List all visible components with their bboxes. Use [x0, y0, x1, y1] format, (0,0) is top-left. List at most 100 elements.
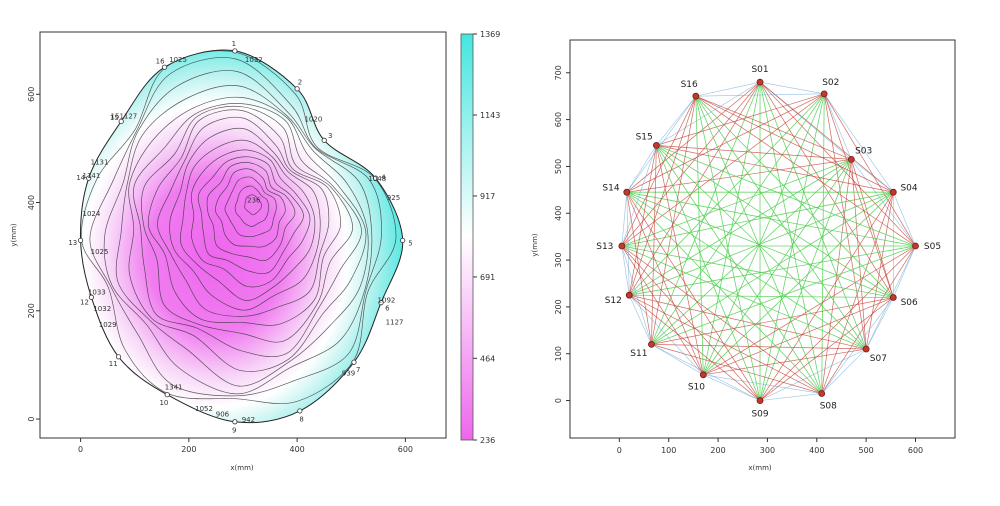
- heatmap-y-axis-label: y(mm): [10, 223, 18, 247]
- x-tick-label: 200: [710, 446, 725, 455]
- sensor-link: [621, 191, 894, 247]
- sensor-link: [759, 191, 894, 401]
- x-tick-label: 600: [908, 446, 923, 455]
- sensor-link: [892, 245, 916, 298]
- heatmap-x-axis-label: x(mm): [230, 464, 254, 472]
- sensor-link: [651, 344, 822, 394]
- sensor-node: [618, 242, 626, 250]
- contour-annotation: 906: [216, 410, 230, 418]
- sensor-point: [400, 237, 406, 244]
- x-tick-label: 0: [78, 445, 83, 454]
- sensor-node: [818, 390, 826, 397]
- sensor-link: [626, 191, 894, 298]
- sensor-node-label: S02: [822, 78, 839, 88]
- contour-annotation: 1029: [99, 321, 117, 329]
- sensor-node-label: S09: [751, 410, 768, 420]
- sensor-point: [294, 86, 300, 92]
- colorbar-ticks: 236 464 691 917 1143 1369: [473, 30, 500, 445]
- contour-line: [180, 139, 316, 301]
- sensor-point: [351, 359, 357, 365]
- sensor-link: [823, 93, 852, 160]
- y-tick-label: 400: [554, 206, 563, 221]
- sensor-node-label: S06: [901, 298, 918, 308]
- contour-line: [244, 194, 262, 216]
- contour-line: [190, 149, 311, 288]
- sensor-link: [626, 191, 823, 394]
- sensor-point: [161, 64, 168, 70]
- contour-line: [115, 85, 369, 387]
- sensor-link: [656, 95, 697, 146]
- contour-line: [215, 168, 286, 248]
- heatmap-axis-ticks: 0 200 400 600 0 200 400 600: [27, 87, 413, 454]
- sensor-link: [651, 344, 704, 376]
- heatmap-plot-frame: [39, 31, 447, 439]
- y-tick-label: 0: [554, 398, 563, 403]
- sensor-link: [851, 159, 916, 247]
- colorbar-tick-label: 464: [480, 354, 495, 363]
- contour-annotation: 939: [342, 370, 355, 378]
- sensor-link: [759, 297, 894, 401]
- contour-line: [169, 127, 321, 311]
- sensor-node: [912, 242, 919, 250]
- sensor-point: [297, 408, 303, 414]
- sensor-link: [621, 245, 867, 350]
- sensor-node: [847, 155, 855, 163]
- colorbar-tick-label: 691: [480, 273, 495, 282]
- sensor-node: [862, 345, 870, 353]
- sensor-link: [821, 192, 894, 394]
- sensor-link: [695, 96, 823, 394]
- sensor-link: [759, 81, 894, 298]
- sensor-link: [628, 93, 825, 296]
- sensor-label: 8: [299, 416, 303, 424]
- heatmap-surface: [80, 49, 404, 424]
- sensor-link: [656, 145, 894, 298]
- contour-annotation: 1033: [88, 289, 106, 297]
- contour-annotation: 1024: [83, 210, 101, 218]
- contour-annotation: 1341: [165, 383, 183, 391]
- sensor-node-label: S08: [820, 402, 837, 412]
- sensor-link: [702, 159, 852, 376]
- sensor-link: [703, 374, 761, 401]
- contour-annotation: 151127: [111, 113, 138, 121]
- sensor-node-label: S04: [900, 183, 917, 193]
- sensor-node-label: S07: [870, 354, 887, 364]
- sensor-link: [656, 145, 704, 375]
- sensor-label: 12: [80, 298, 89, 306]
- sensor-link: [629, 294, 761, 401]
- contour-annotation: 1032: [245, 56, 263, 64]
- sensor-link: [621, 245, 822, 394]
- x-tick-label: 0: [617, 446, 622, 455]
- y-tick-label: 200: [554, 299, 563, 314]
- sensor-link: [759, 245, 916, 401]
- sensor-link: [651, 344, 761, 401]
- sensor-node: [889, 294, 897, 301]
- sensor-link: [695, 95, 867, 350]
- colorbar-tick-label: 1369: [480, 30, 500, 39]
- sensor-label: 14: [76, 174, 85, 182]
- sensor-label: 15: [110, 114, 119, 122]
- sensor-link: [626, 81, 761, 193]
- y-tick-label: 100: [554, 346, 563, 361]
- contour-line: [197, 156, 304, 275]
- sensor-link: [626, 96, 697, 193]
- sensor-link: [695, 96, 704, 375]
- sensor-link: [656, 145, 852, 160]
- y-tick-label: 400: [27, 195, 36, 210]
- sensor-link: [626, 93, 825, 193]
- sensor-link: [626, 192, 652, 345]
- sensor-label: 13: [68, 239, 77, 247]
- sensor-link: [621, 96, 697, 247]
- sensor-link: [821, 159, 852, 394]
- sensor-link: [865, 297, 894, 350]
- network-links: [621, 81, 916, 401]
- x-tick-label: 400: [289, 445, 304, 454]
- sensor-link: [621, 245, 761, 401]
- sensor-link: [759, 81, 894, 193]
- y-tick-label: 500: [554, 159, 563, 174]
- sensor-node-label: S03: [855, 146, 872, 156]
- sensor-point: [373, 175, 379, 181]
- contour-annotation: 1025: [169, 56, 187, 64]
- sensor-link: [821, 245, 916, 394]
- sensor-link: [703, 374, 822, 394]
- sensor-node: [889, 188, 897, 196]
